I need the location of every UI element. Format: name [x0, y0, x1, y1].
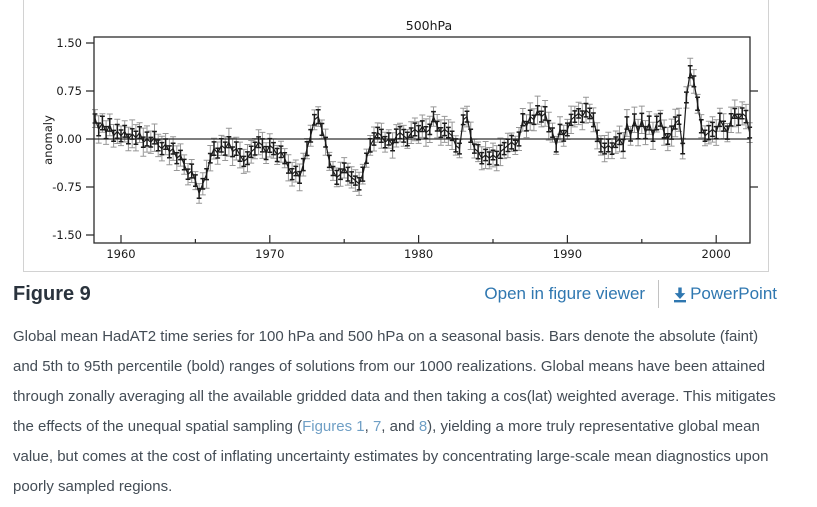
powerpoint-label: PowerPoint [690, 284, 777, 303]
hadat2-500hpa-chart: 1960 1970 1980 1990 2000 1.50 0.75 0.00 -0.75 -1.… [41, 18, 758, 261]
figure-label: Figure 9 [13, 282, 91, 305]
open-in-figure-viewer-link[interactable]: Open in figure viewer [484, 284, 646, 303]
caption-link-figure-1[interactable]: Figures 1 [302, 418, 365, 435]
caption-text-1: Global mean HadAT2 time series for 100 h… [13, 328, 776, 435]
x-tick-label: 1970 [255, 247, 284, 261]
caption-text-2: , [364, 418, 373, 435]
x-tick-label: 2000 [702, 247, 731, 261]
axis-ticks [86, 42, 758, 243]
caption-link-figure-7[interactable]: 7 [372, 418, 382, 435]
powerpoint-download-link[interactable]: PowerPoint [672, 284, 777, 304]
y-tick-label: -0.75 [52, 180, 82, 194]
y-tick-label: 1.50 [56, 36, 82, 50]
figure-caption: Global mean HadAT2 time series for 100 h… [13, 322, 778, 502]
error-bars-bold [92, 65, 753, 199]
y-tick-label: -1.50 [52, 228, 82, 242]
y-tick-label: 0.75 [56, 84, 82, 98]
figure-header-row: Figure 9 Open in figure viewer PowerPoin… [13, 280, 777, 308]
caption-text-3: , and [381, 418, 419, 435]
x-tick-label: 1960 [106, 247, 135, 261]
caption-link-figure-8[interactable]: 8 [418, 418, 428, 435]
download-icon [674, 287, 687, 302]
plot-border [93, 36, 751, 244]
figure-image-panel: 1960 1970 1980 1990 2000 1.50 0.75 0.00 -0.75 -1.… [23, 0, 769, 272]
y-axis-label: anomaly [41, 115, 55, 165]
figure-actions: Open in figure viewer PowerPoint [484, 280, 777, 308]
x-tick-label: 1990 [553, 247, 582, 261]
y-tick-label: 0.00 [56, 132, 82, 146]
chart-title: 500hPa [406, 18, 452, 33]
actions-divider [658, 280, 660, 308]
caption-text-4: ), yielding a more truly representative … [13, 418, 769, 495]
x-tick-label: 1980 [404, 247, 433, 261]
